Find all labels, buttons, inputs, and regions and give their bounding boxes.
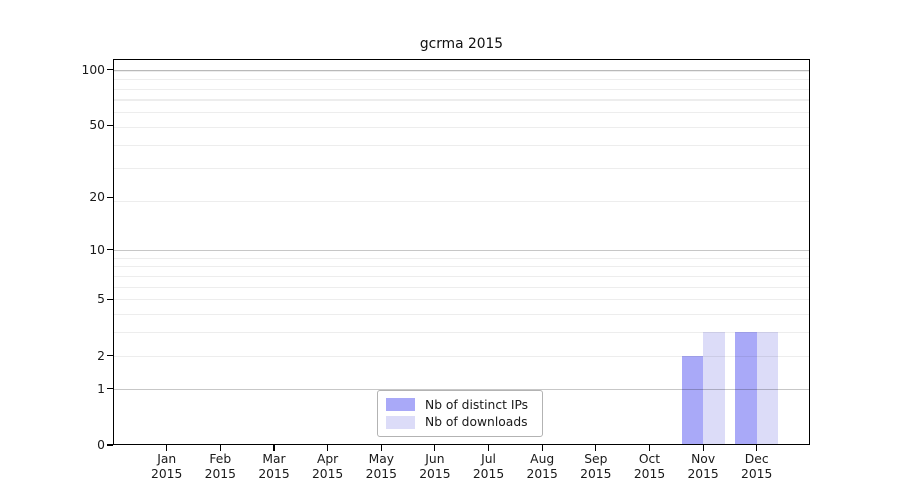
legend-label-distinct-ips: Nb of distinct IPs bbox=[425, 397, 529, 412]
x-tick-mark bbox=[702, 445, 704, 451]
y-tick-label: 5 bbox=[97, 292, 105, 307]
y-tick-label: 2 bbox=[97, 348, 105, 363]
y-tick-mark bbox=[107, 249, 113, 251]
chart-title: gcrma 2015 bbox=[419, 36, 504, 52]
x-tick-label-may: May 2015 bbox=[354, 452, 408, 482]
x-tick-mark bbox=[434, 445, 436, 451]
legend-item-downloads: Nb of downloads bbox=[386, 414, 534, 432]
x-tick-month: Nov bbox=[691, 452, 716, 466]
x-tick-label-aug: Aug 2015 bbox=[515, 452, 569, 482]
y-tick-label: 50 bbox=[89, 118, 105, 133]
x-tick-month: Apr bbox=[316, 452, 339, 466]
bar-dec-downloads bbox=[756, 332, 779, 445]
x-tick-mark bbox=[541, 445, 543, 451]
x-tick-year: 2015 bbox=[472, 467, 505, 481]
x-tick-month: Dec bbox=[744, 452, 769, 466]
x-tick-month: Sep bbox=[584, 452, 608, 466]
bar-nov-downloads bbox=[703, 332, 725, 445]
x-tick-mark bbox=[648, 445, 651, 451]
legend-swatch-downloads-icon bbox=[386, 415, 415, 429]
legend: Nb of distinct IPs Nb of downloads bbox=[377, 390, 543, 437]
bar-nov-distinct-ips bbox=[681, 355, 704, 445]
x-tick-month: Jun bbox=[425, 452, 445, 466]
x-tick-month: Feb bbox=[209, 452, 232, 466]
y-tick-label: 100 bbox=[81, 62, 105, 77]
x-tick-mark bbox=[327, 445, 329, 451]
x-tick-mark bbox=[380, 445, 382, 451]
x-tick-label-dec: Dec 2015 bbox=[730, 452, 784, 482]
y-tick-label: 1 bbox=[97, 381, 105, 396]
y-tick-mark bbox=[107, 444, 113, 446]
bar-layer bbox=[113, 59, 810, 445]
x-tick-mark bbox=[595, 445, 597, 451]
x-tick-month: May bbox=[368, 452, 395, 466]
x-tick-label-apr: Apr 2015 bbox=[301, 452, 355, 482]
x-tick-year: 2015 bbox=[526, 467, 558, 481]
y-tick-mark bbox=[107, 196, 113, 198]
x-tick-year: 2015 bbox=[258, 467, 290, 481]
x-tick-mark bbox=[487, 445, 490, 451]
x-tick-year: 2015 bbox=[311, 467, 344, 481]
y-tick-mark bbox=[107, 388, 113, 390]
x-tick-label-nov: Nov 2015 bbox=[676, 452, 730, 482]
x-tick-mark bbox=[219, 445, 221, 451]
y-tick-mark bbox=[107, 124, 113, 126]
y-tick-label: 20 bbox=[89, 190, 105, 205]
x-tick-mark bbox=[756, 445, 758, 451]
y-tick-mark bbox=[107, 355, 113, 357]
x-tick-label-mar: Mar 2015 bbox=[247, 452, 301, 482]
x-tick-year: 2015 bbox=[151, 467, 183, 481]
plot-area: Nb of distinct IPs Nb of downloads bbox=[113, 59, 810, 445]
x-tick-month: Mar bbox=[262, 452, 286, 466]
x-tick-mark bbox=[273, 445, 275, 451]
x-tick-year: 2015 bbox=[741, 467, 773, 481]
x-tick-year: 2015 bbox=[204, 467, 236, 481]
x-tick-month: Oct bbox=[638, 452, 661, 466]
x-tick-month: Jul bbox=[481, 452, 496, 466]
y-tick-mark bbox=[107, 298, 113, 300]
x-tick-label-jul: Jul 2015 bbox=[462, 452, 516, 482]
x-tick-label-feb: Feb 2015 bbox=[193, 452, 247, 482]
legend-swatch-distinct-ips-icon bbox=[386, 398, 415, 412]
x-tick-year: 2015 bbox=[365, 467, 397, 481]
x-tick-year: 2015 bbox=[633, 467, 666, 481]
x-tick-label-jan: Jan 2015 bbox=[140, 452, 194, 482]
x-tick-month: Jan bbox=[157, 452, 177, 466]
y-tick-label: 0 bbox=[97, 438, 105, 452]
x-tick-year: 2015 bbox=[419, 467, 451, 481]
bar-dec-distinct-ips bbox=[735, 332, 757, 445]
legend-label-downloads: Nb of downloads bbox=[425, 415, 528, 430]
y-tick-mark bbox=[107, 69, 113, 71]
x-tick-year: 2015 bbox=[687, 467, 719, 481]
x-tick-label-oct: Oct 2015 bbox=[623, 452, 677, 482]
legend-item-distinct-ips: Nb of distinct IPs bbox=[386, 396, 534, 414]
x-tick-month: Aug bbox=[530, 452, 555, 466]
x-tick-year: 2015 bbox=[580, 467, 612, 481]
x-tick-mark bbox=[166, 445, 168, 451]
x-tick-label-jun: Jun 2015 bbox=[408, 452, 462, 482]
x-tick-label-sep: Sep 2015 bbox=[569, 452, 623, 482]
y-tick-label: 10 bbox=[89, 242, 105, 257]
